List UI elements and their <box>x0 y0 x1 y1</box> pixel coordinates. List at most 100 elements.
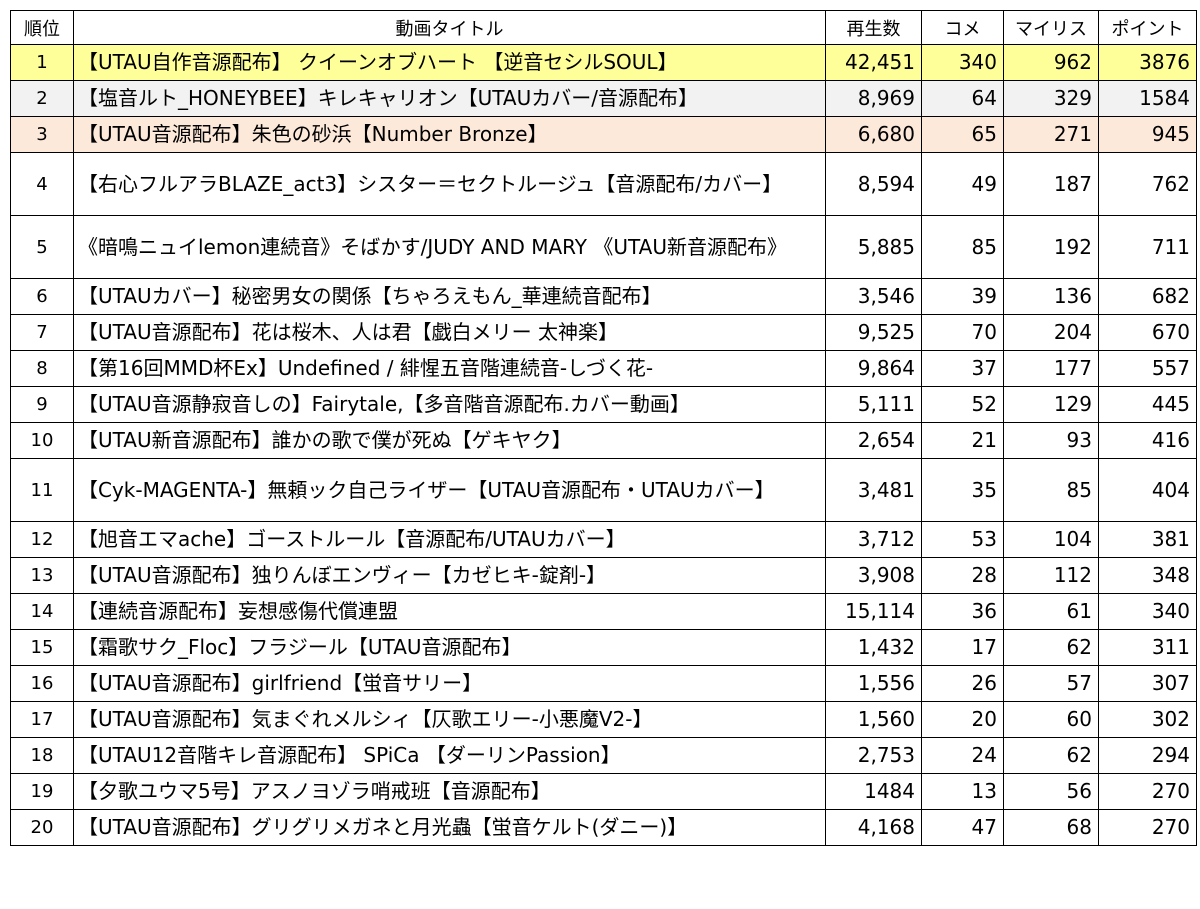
cell-points: 416 <box>1098 422 1197 459</box>
table-row: 20 【UTAU音源配布】グリグリメガネと月光蟲【蛍音ケルト(ダニー)】 4,168… <box>10 809 1197 846</box>
cell-title: 【第16回MMD杯Ex】Undefined / 緋惺五音階連続音-しづく花- <box>73 350 826 387</box>
cell-rank: 18 <box>10 737 74 774</box>
cell-points: 762 <box>1098 152 1197 216</box>
header-views: 再生数 <box>825 10 922 45</box>
cell-mylist: 56 <box>1003 773 1099 810</box>
cell-rank: 15 <box>10 629 74 666</box>
cell-rank: 12 <box>10 521 74 558</box>
cell-comments: 64 <box>921 80 1004 117</box>
cell-views: 1484 <box>825 773 922 810</box>
header-mylist: マイリス <box>1003 10 1099 45</box>
cell-title: 【UTAU音源配布】独りんぼエンヴィー【カゼヒキ-錠剤-】 <box>73 557 826 594</box>
cell-views: 1,432 <box>825 629 922 666</box>
cell-title: 【UTAU音源配布】グリグリメガネと月光蟲【蛍音ケルト(ダニー)】 <box>73 809 826 846</box>
cell-points: 711 <box>1098 215 1197 279</box>
cell-rank: 11 <box>10 458 74 522</box>
header-comments: コメ <box>921 10 1004 45</box>
cell-rank: 20 <box>10 809 74 846</box>
cell-views: 1,556 <box>825 665 922 702</box>
cell-rank: 13 <box>10 557 74 594</box>
cell-title: 【旭音エマache】ゴーストルール【音源配布/UTAUカバー】 <box>73 521 826 558</box>
cell-points: 348 <box>1098 557 1197 594</box>
cell-views: 1,560 <box>825 701 922 738</box>
cell-mylist: 60 <box>1003 701 1099 738</box>
cell-points: 381 <box>1098 521 1197 558</box>
cell-mylist: 962 <box>1003 44 1099 81</box>
header-rank: 順位 <box>10 10 74 45</box>
cell-views: 5,885 <box>825 215 922 279</box>
table-row: 5 《暗鳴ニュイlemon連続音》そばかす/JUDY AND MARY 《UTAU… <box>10 215 1197 279</box>
cell-mylist: 61 <box>1003 593 1099 630</box>
table-row: 9 【UTAU音源静寂音しの】Fairytale,【多音階音源配布.カバー動画】 5… <box>10 386 1197 423</box>
cell-mylist: 177 <box>1003 350 1099 387</box>
cell-comments: 28 <box>921 557 1004 594</box>
cell-rank: 16 <box>10 665 74 702</box>
cell-points: 445 <box>1098 386 1197 423</box>
cell-views: 8,594 <box>825 152 922 216</box>
cell-rank: 4 <box>10 152 74 216</box>
cell-title: 【塩音ルト_HONEYBEE】キレキャリオン【UTAUカバー/音源配布】 <box>73 80 826 117</box>
cell-title: 【右心フルアラBLAZE_act3】シスター＝セクトルージュ【音源配布/カバー】 <box>73 152 826 216</box>
cell-mylist: 112 <box>1003 557 1099 594</box>
table-row: 11 【Cyk-MAGENTA-】無頼ック自己ライザー【UTAU音源配布・UTAU… <box>10 458 1197 522</box>
table-row: 1 【UTAU自作音源配布】 クイーンオブハート 【逆音セシルSOUL】 42,45… <box>10 44 1197 81</box>
cell-views: 6,680 <box>825 116 922 153</box>
cell-title: 【UTAU音源配布】花は桜木、人は君【戯白メリー 太神楽】 <box>73 314 826 351</box>
cell-comments: 26 <box>921 665 1004 702</box>
cell-points: 270 <box>1098 809 1197 846</box>
table-row: 8 【第16回MMD杯Ex】Undefined / 緋惺五音階連続音-しづく花- 9… <box>10 350 1197 387</box>
cell-rank: 6 <box>10 278 74 315</box>
cell-rank: 10 <box>10 422 74 459</box>
cell-mylist: 104 <box>1003 521 1099 558</box>
table-row: 2 【塩音ルト_HONEYBEE】キレキャリオン【UTAUカバー/音源配布】 8,9… <box>10 80 1197 117</box>
cell-title: 【UTAU音源配布】朱色の砂浜【Number Bronze】 <box>73 116 826 153</box>
header-row: 順位 動画タイトル 再生数 コメ マイリス ポイント <box>10 10 1197 45</box>
cell-rank: 5 <box>10 215 74 279</box>
cell-views: 3,712 <box>825 521 922 558</box>
cell-comments: 85 <box>921 215 1004 279</box>
table-row: 14 【連続音源配布】妄想感傷代償連盟 15,114 36 61 340 <box>10 593 1197 630</box>
cell-rank: 1 <box>10 44 74 81</box>
cell-mylist: 329 <box>1003 80 1099 117</box>
table-row: 12 【旭音エマache】ゴーストルール【音源配布/UTAUカバー】 3,712 53… <box>10 521 1197 558</box>
cell-comments: 70 <box>921 314 1004 351</box>
cell-title: 【UTAU12音階キレ音源配布】 SPiCa 【ダーリンPassion】 <box>73 737 826 774</box>
cell-title: 【UTAU音源配布】気まぐれメルシィ【仄歌エリー-小悪魔V2-】 <box>73 701 826 738</box>
cell-rank: 3 <box>10 116 74 153</box>
cell-title: 【UTAU音源配布】girlfriend【蛍音サリー】 <box>73 665 826 702</box>
cell-points: 557 <box>1098 350 1197 387</box>
cell-title: 【UTAUカバー】秘密男女の関係【ちゃろえもん_華連続音配布】 <box>73 278 826 315</box>
cell-views: 3,481 <box>825 458 922 522</box>
cell-views: 15,114 <box>825 593 922 630</box>
cell-mylist: 192 <box>1003 215 1099 279</box>
cell-comments: 21 <box>921 422 1004 459</box>
cell-mylist: 62 <box>1003 629 1099 666</box>
cell-comments: 47 <box>921 809 1004 846</box>
cell-comments: 65 <box>921 116 1004 153</box>
cell-mylist: 62 <box>1003 737 1099 774</box>
cell-views: 2,753 <box>825 737 922 774</box>
cell-comments: 17 <box>921 629 1004 666</box>
cell-points: 945 <box>1098 116 1197 153</box>
table-row: 3 【UTAU音源配布】朱色の砂浜【Number Bronze】 6,680 65 27… <box>10 116 1197 153</box>
cell-points: 311 <box>1098 629 1197 666</box>
cell-views: 42,451 <box>825 44 922 81</box>
cell-comments: 20 <box>921 701 1004 738</box>
cell-views: 2,654 <box>825 422 922 459</box>
cell-rank: 14 <box>10 593 74 630</box>
cell-points: 302 <box>1098 701 1197 738</box>
cell-comments: 340 <box>921 44 1004 81</box>
cell-rank: 8 <box>10 350 74 387</box>
cell-title: 《暗鳴ニュイlemon連続音》そばかす/JUDY AND MARY 《UTAU新… <box>73 215 826 279</box>
cell-comments: 52 <box>921 386 1004 423</box>
table-row: 17 【UTAU音源配布】気まぐれメルシィ【仄歌エリー-小悪魔V2-】 1,560 2… <box>10 701 1197 738</box>
header-title: 動画タイトル <box>73 10 826 45</box>
cell-rank: 17 <box>10 701 74 738</box>
table-row: 18 【UTAU12音階キレ音源配布】 SPiCa 【ダーリンPassion】 2,… <box>10 737 1197 774</box>
cell-comments: 39 <box>921 278 1004 315</box>
cell-rank: 9 <box>10 386 74 423</box>
cell-title: 【夕歌ユウマ5号】アスノヨゾラ哨戒班【音源配布】 <box>73 773 826 810</box>
cell-mylist: 187 <box>1003 152 1099 216</box>
cell-mylist: 136 <box>1003 278 1099 315</box>
table-row: 4 【右心フルアラBLAZE_act3】シスター＝セクトルージュ【音源配布/カバー… <box>10 152 1197 216</box>
